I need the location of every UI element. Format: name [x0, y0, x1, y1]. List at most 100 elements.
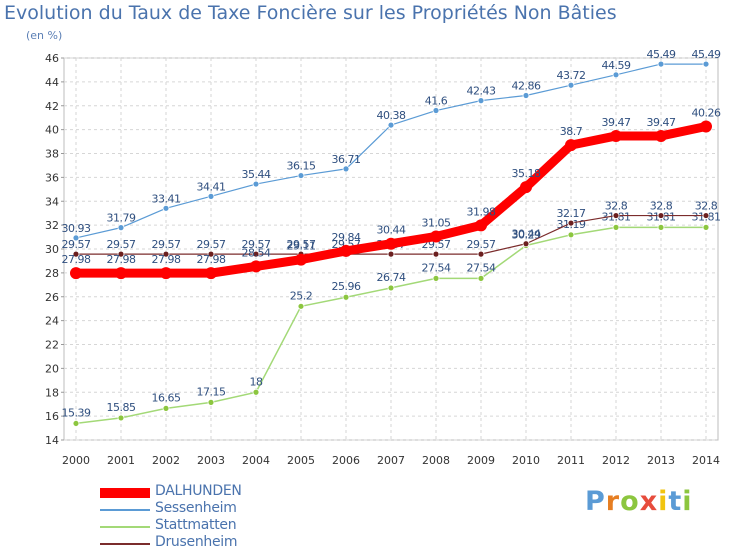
data-point-dalhunden — [70, 267, 82, 280]
data-point-stattmatten — [207, 398, 215, 406]
x-tick-label: 2003 — [197, 454, 225, 467]
y-tick-label: 42 — [45, 100, 59, 113]
data-label-drusenheim: 32.8 — [695, 200, 718, 213]
logo-letter: i — [658, 486, 669, 517]
data-label-sessenheim: 35.44 — [242, 168, 271, 181]
data-label-stattmatten: 30.29 — [512, 229, 541, 242]
data-label-drusenheim: 32.17 — [557, 207, 586, 220]
data-label-stattmatten: 17.15 — [197, 385, 226, 398]
data-point-dalhunden — [520, 181, 532, 194]
data-label-stattmatten: 16.65 — [152, 391, 181, 404]
data-point-stattmatten — [657, 223, 665, 231]
data-point-dalhunden — [340, 244, 352, 257]
legend-label-dalhunden: DALHUNDEN — [155, 483, 242, 499]
data-label-sessenheim: 41.6 — [425, 95, 448, 108]
x-tick-label: 2006 — [332, 454, 360, 467]
y-tick-label: 34 — [45, 195, 59, 208]
legend-swatch-dalhunden — [100, 488, 150, 498]
x-tick-label: 2014 — [692, 454, 720, 467]
data-point-drusenheim — [702, 212, 710, 219]
data-label-stattmatten: 26.74 — [377, 271, 406, 284]
data-label-drusenheim: 29.57 — [152, 238, 181, 251]
x-tick-label: 2009 — [467, 454, 495, 467]
data-label-drusenheim: 29.57 — [197, 238, 226, 251]
data-point-drusenheim — [567, 219, 575, 227]
data-label-stattmatten: 25.96 — [332, 280, 361, 293]
y-tick-label: 26 — [45, 291, 59, 304]
logo-letter: i — [682, 486, 693, 517]
data-point-dalhunden — [250, 260, 262, 273]
logo-letter: t — [668, 486, 683, 517]
data-point-drusenheim — [387, 250, 395, 258]
y-tick-label: 30 — [45, 243, 59, 256]
legend-swatch-drusenheim — [100, 543, 150, 545]
data-label-dalhunden: 27.98 — [62, 253, 91, 266]
data-point-sessenheim — [657, 60, 665, 68]
data-point-sessenheim — [702, 60, 710, 68]
x-tick-label: 2008 — [422, 454, 450, 467]
data-point-stattmatten — [72, 420, 80, 427]
data-label-sessenheim: 45.49 — [647, 48, 676, 61]
data-label-dalhunden: 35.18 — [512, 167, 541, 180]
data-label-drusenheim: 29.57 — [62, 238, 91, 251]
x-tick-label: 2013 — [647, 454, 675, 467]
data-point-drusenheim — [162, 250, 170, 258]
data-point-drusenheim — [657, 212, 665, 219]
x-tick-label: 2002 — [152, 454, 180, 467]
data-point-stattmatten — [387, 284, 395, 292]
data-point-sessenheim — [162, 204, 170, 212]
data-point-sessenheim — [567, 81, 575, 89]
y-tick-label: 14 — [45, 434, 59, 447]
data-point-sessenheim — [522, 92, 530, 99]
data-point-drusenheim — [72, 250, 80, 258]
data-point-drusenheim — [522, 240, 530, 248]
data-label-sessenheim: 31.79 — [107, 212, 136, 225]
data-label-dalhunden: 27.98 — [152, 253, 181, 266]
legend-label-drusenheim: Drusenheim — [155, 534, 238, 550]
data-point-dalhunden — [160, 267, 172, 280]
data-label-dalhunden: 28.54 — [242, 246, 271, 259]
data-label-sessenheim: 34.41 — [197, 180, 226, 193]
data-point-dalhunden — [655, 129, 667, 142]
data-point-drusenheim — [207, 250, 215, 258]
data-label-stattmatten: 15.39 — [62, 406, 91, 419]
data-label-drusenheim: 29.57 — [107, 238, 136, 251]
data-point-sessenheim — [117, 224, 125, 232]
data-point-dalhunden — [430, 230, 442, 243]
data-label-dalhunden: 39.47 — [647, 116, 676, 129]
y-tick-label: 22 — [45, 339, 59, 352]
y-tick-label: 44 — [45, 76, 59, 89]
y-tick-label: 38 — [45, 148, 59, 161]
y-tick-label: 46 — [45, 52, 59, 65]
y-tick-label: 16 — [45, 410, 59, 423]
x-tick-label: 2004 — [242, 454, 270, 467]
data-label-sessenheim: 44.59 — [602, 59, 631, 72]
chart-title: Evolution du Taux de Taxe Foncière sur l… — [4, 2, 617, 24]
y-tick-label: 40 — [45, 124, 59, 137]
logo-letter: x — [639, 486, 659, 517]
data-label-sessenheim: 33.41 — [152, 192, 181, 205]
legend-label-sessenheim: Sessenheim — [155, 500, 237, 516]
x-tick-label: 2001 — [107, 454, 135, 467]
data-point-sessenheim — [72, 234, 80, 242]
data-point-sessenheim — [432, 107, 440, 114]
x-tick-label: 2012 — [602, 454, 630, 467]
data-point-stattmatten — [612, 223, 620, 231]
proxiti-logo: Proxiti — [585, 486, 693, 517]
data-label-dalhunden: 38.7 — [560, 125, 583, 138]
x-tick-label: 2000 — [62, 454, 90, 467]
data-point-dalhunden — [205, 267, 217, 280]
data-label-stattmatten: 18 — [250, 375, 263, 388]
logo-letter: o — [620, 486, 640, 517]
data-point-stattmatten — [162, 404, 170, 412]
legend-swatch-stattmatten — [100, 526, 150, 528]
data-label-sessenheim: 36.71 — [332, 153, 361, 166]
data-point-sessenheim — [612, 71, 620, 79]
data-point-dalhunden — [565, 139, 577, 152]
data-label-dalhunden: 29.84 — [332, 231, 361, 244]
data-label-drusenheim: 32.8 — [605, 200, 628, 213]
data-point-drusenheim — [477, 250, 485, 258]
data-label-stattmatten: 25.2 — [290, 289, 313, 302]
data-label-drusenheim: 29.57 — [467, 238, 496, 251]
data-label-sessenheim: 30.93 — [62, 222, 91, 235]
